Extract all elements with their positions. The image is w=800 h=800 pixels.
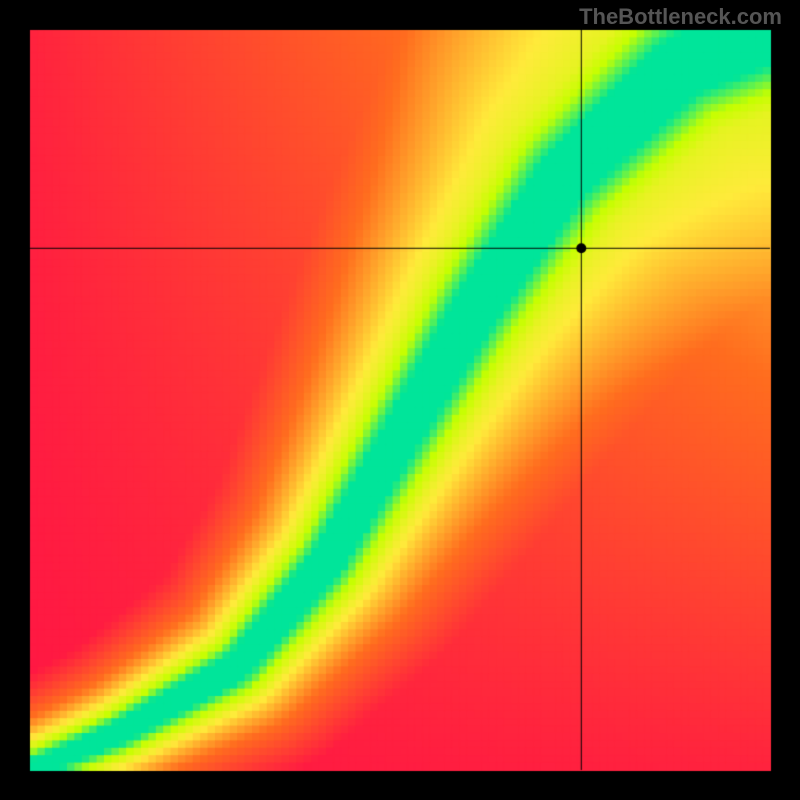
bottleneck-heatmap-canvas [0,0,800,800]
chart-container: TheBottleneck.com [0,0,800,800]
watermark-text: TheBottleneck.com [579,4,782,30]
